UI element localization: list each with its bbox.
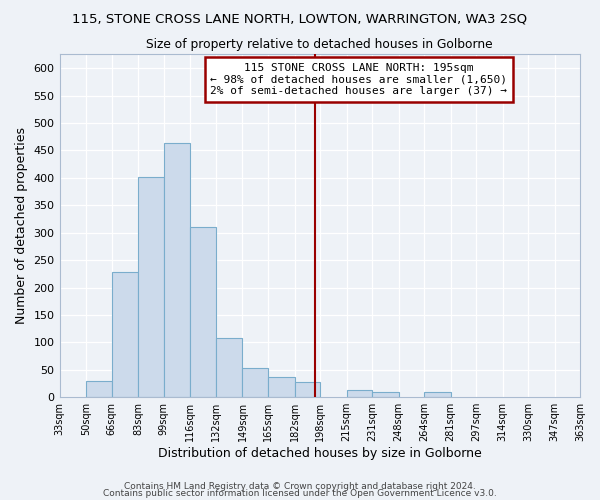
Bar — [242, 368, 268, 397]
Bar — [86, 381, 112, 397]
Bar — [424, 392, 451, 397]
Text: Contains HM Land Registry data © Crown copyright and database right 2024.: Contains HM Land Registry data © Crown c… — [124, 482, 476, 491]
Bar — [347, 390, 372, 397]
Bar — [112, 272, 139, 397]
Text: 115 STONE CROSS LANE NORTH: 195sqm
← 98% of detached houses are smaller (1,650)
: 115 STONE CROSS LANE NORTH: 195sqm ← 98%… — [211, 63, 508, 96]
Bar — [139, 178, 164, 397]
Bar — [190, 227, 215, 397]
Bar — [215, 338, 242, 397]
Bar — [164, 144, 190, 397]
Text: 115, STONE CROSS LANE NORTH, LOWTON, WARRINGTON, WA3 2SQ: 115, STONE CROSS LANE NORTH, LOWTON, WAR… — [73, 12, 527, 26]
Text: Contains public sector information licensed under the Open Government Licence v3: Contains public sector information licen… — [103, 489, 497, 498]
X-axis label: Distribution of detached houses by size in Golborne: Distribution of detached houses by size … — [158, 447, 482, 460]
Bar — [372, 392, 398, 397]
Bar — [268, 377, 295, 397]
Y-axis label: Number of detached properties: Number of detached properties — [15, 128, 28, 324]
Title: Size of property relative to detached houses in Golborne: Size of property relative to detached ho… — [146, 38, 493, 51]
Bar — [295, 382, 320, 397]
